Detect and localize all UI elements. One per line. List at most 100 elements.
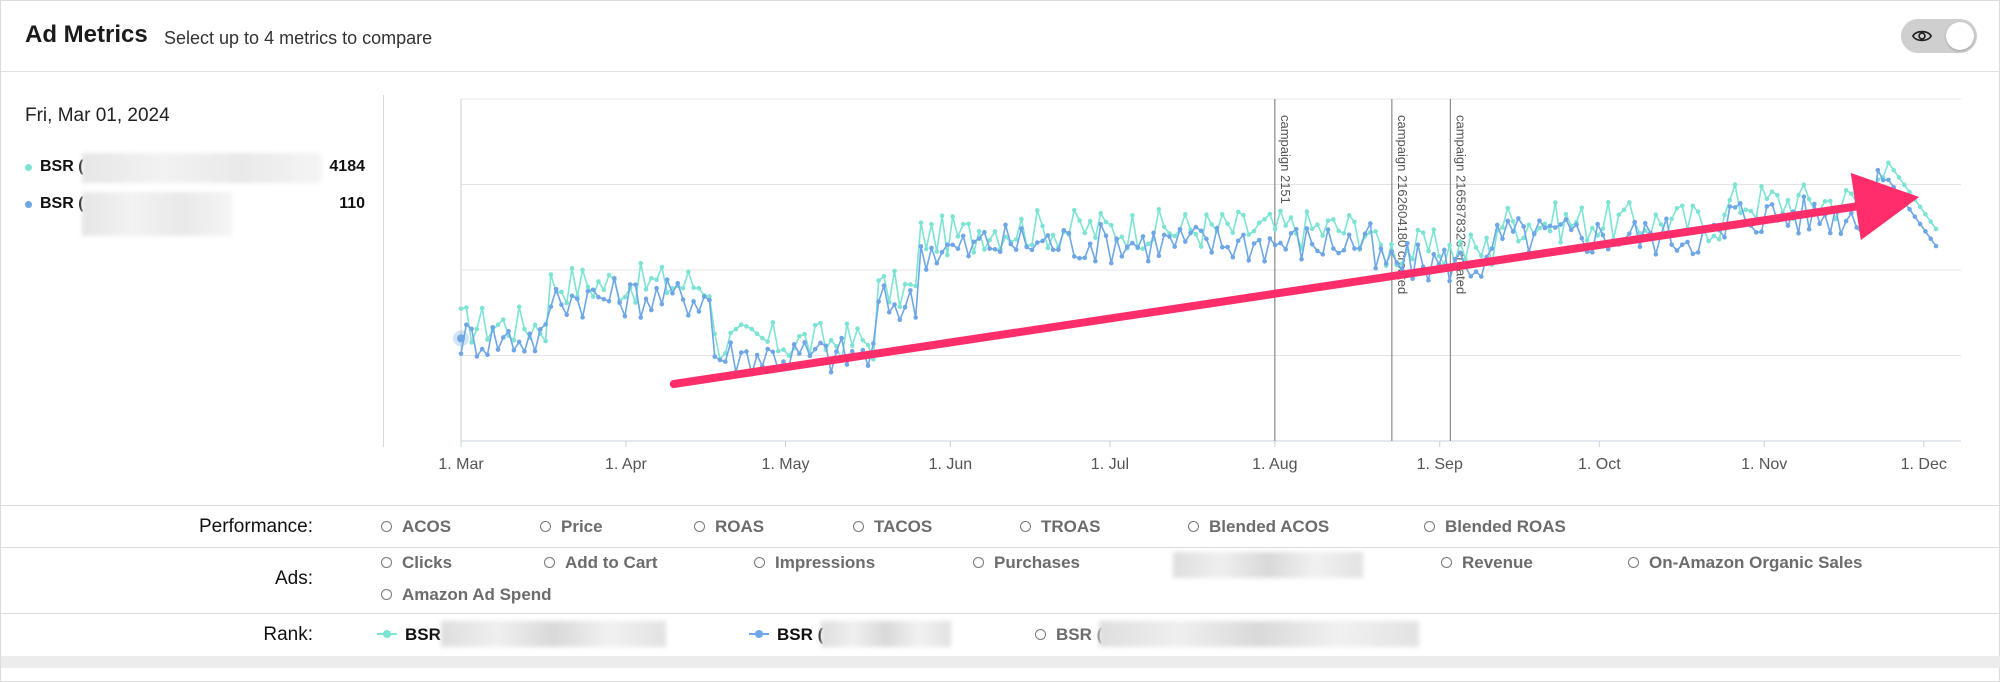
series-point [1362,231,1368,236]
series-point [1235,238,1241,244]
series-point [1664,216,1669,222]
metric-option-price[interactable]: Price [540,517,603,537]
series-point [1917,204,1923,210]
rank-option-bsr-3[interactable]: BSR ( [1035,625,1102,645]
series-point [590,294,596,299]
x-tick-label: 1. Oct [1578,456,1621,473]
series-point [913,315,918,320]
metric-option-troas[interactable]: TROAS [1020,517,1101,537]
series-point [1299,256,1304,262]
x-tick-label: 1. May [761,456,809,473]
series-point [1769,202,1775,207]
metric-option-clicks[interactable]: Clicks [381,553,452,573]
series-point [522,349,527,354]
series-point [1019,226,1024,231]
series-point [1346,213,1352,218]
metric-option-label: BSR ( [777,625,824,644]
series-point [1833,216,1838,222]
series-point [1711,233,1717,239]
series-line [460,167,1937,375]
series-point [892,302,897,307]
series-point [913,283,918,289]
series-point [1108,260,1114,266]
series-point [1124,244,1130,250]
series-point [659,264,665,270]
series-point [1336,250,1341,256]
radio-icon [381,589,392,600]
series-point [1389,249,1394,254]
tooltip-divider [383,95,384,447]
series-point [966,253,971,259]
series-point [479,346,485,352]
metric-option-blended-acos[interactable]: Blended ACOS [1188,517,1329,537]
metric-option-revenue[interactable]: Revenue [1441,553,1533,573]
series-point [580,267,585,273]
series-point [1547,228,1553,234]
visibility-toggle[interactable] [1901,19,1977,53]
series-point [527,331,533,337]
series-point [1732,205,1738,210]
redacted-series-name [82,153,322,183]
series-point [929,221,934,227]
series-point [1278,208,1283,214]
series-point [1373,229,1378,234]
radio-icon [694,521,705,532]
series-point [992,229,998,234]
series-point [1341,247,1347,253]
series-point [1267,236,1273,241]
series-point [1817,221,1822,227]
radio-icon [1628,557,1639,568]
series-point [860,347,866,353]
series-point [1426,248,1431,254]
metric-option-tacos[interactable]: TACOS [853,517,932,537]
series-point [516,304,522,310]
metric-option-ad-spend[interactable]: Amazon Ad Spend [381,585,552,605]
x-tick-label: 1. Sep [1417,456,1463,473]
series-point [1679,242,1685,248]
series-point [1484,235,1489,241]
series-point [633,300,638,305]
series-point [1161,224,1167,230]
series-point [1886,177,1891,183]
metric-option-label: TACOS [874,517,933,536]
bsr-line-chart[interactable]: 1. Mar 1. Apr 1. May 1. Jun 1. Jul 1. Aug 1. S… [1,1,2000,501]
series-point [569,265,575,271]
series-point [1917,221,1923,227]
series-point [1156,206,1162,212]
series-point [1558,222,1563,227]
metric-option-organic-sales[interactable]: On-Amazon Organic Sales [1628,553,1863,573]
trend-arrow-head [1850,172,1920,241]
metric-option-impressions[interactable]: Impressions [754,553,875,573]
series-line [460,161,1937,361]
campaign-marker-label: campaign 2165878326 created [1453,115,1468,294]
metric-option-add-to-cart[interactable]: Add to Cart [544,553,658,573]
series-point [575,296,580,302]
series-point [1590,225,1595,231]
metric-option-acos[interactable]: ACOS [381,517,451,537]
series-point [791,342,797,347]
series-point [1690,251,1696,257]
x-tick-label: 1. Jul [1091,456,1129,473]
radio-icon [1424,521,1435,532]
series-point [1320,252,1326,257]
series-point [1198,228,1204,234]
series-point [1563,217,1569,222]
series-point [1272,242,1278,248]
rank-option-bsr-1[interactable]: BSR [377,625,441,645]
series-point [1426,277,1431,283]
series-point [744,349,749,354]
series-point [1775,192,1780,198]
series-point [939,213,945,219]
series-point [1082,255,1088,261]
metric-option-blended-roas[interactable]: Blended ROAS [1424,517,1566,537]
series-point [654,285,659,291]
rank-option-bsr-2[interactable]: BSR ( [749,625,823,645]
series-point [1167,234,1172,239]
series-point [1383,261,1389,266]
series-point [686,313,691,318]
metric-option-roas[interactable]: ROAS [694,517,764,537]
metric-option-purchases[interactable]: Purchases [973,553,1080,573]
metric-option-label: Price [561,517,603,536]
series-point [1309,241,1315,247]
series-point [1537,225,1542,231]
